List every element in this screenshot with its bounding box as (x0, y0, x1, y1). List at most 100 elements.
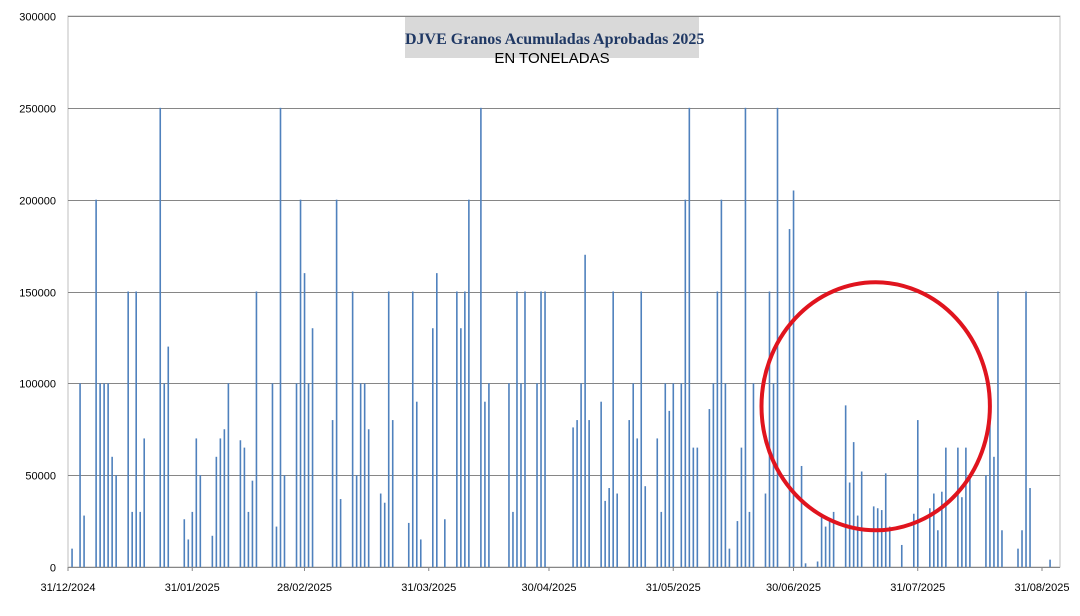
chart-subtitle: EN TONELADAS (494, 50, 610, 67)
y-tick-label: 150000 (19, 288, 56, 300)
bar (415, 401, 418, 567)
y-tick-label: 200000 (19, 196, 56, 208)
bar (584, 254, 586, 567)
bar (536, 383, 538, 567)
bar (744, 107, 747, 567)
bar (985, 475, 987, 567)
bar (508, 383, 510, 567)
bar (997, 291, 999, 567)
bar (432, 328, 434, 567)
bar (211, 535, 214, 567)
bar (604, 500, 606, 567)
bar (183, 519, 186, 567)
bar (411, 291, 414, 567)
bar (464, 291, 466, 567)
bar (167, 346, 170, 567)
bar (355, 475, 358, 567)
bar (407, 522, 410, 567)
bar (275, 526, 278, 567)
bar (644, 486, 647, 567)
bar (684, 199, 687, 568)
bar (912, 513, 915, 567)
bar (888, 526, 891, 567)
bar (544, 291, 546, 567)
bar (223, 429, 226, 567)
bar (748, 511, 751, 567)
bar (195, 438, 198, 567)
bar (83, 515, 85, 567)
bar (860, 471, 863, 567)
bar (512, 511, 514, 567)
bar (957, 447, 959, 567)
bar (367, 429, 370, 567)
bar (929, 508, 931, 567)
x-tick-label: 31/01/2025 (165, 582, 220, 594)
bar (776, 107, 779, 567)
bar (71, 548, 73, 567)
bar (524, 291, 526, 567)
bar (1001, 530, 1003, 567)
bar (363, 383, 366, 567)
bar (961, 497, 963, 567)
bar (824, 526, 827, 567)
bar (303, 273, 306, 567)
bar (460, 328, 462, 567)
bar (379, 493, 382, 567)
bar (488, 383, 490, 567)
bar (468, 199, 470, 568)
bar (740, 447, 743, 567)
bar (937, 530, 939, 567)
bar (832, 511, 835, 567)
bar (969, 475, 971, 567)
bar (480, 107, 482, 567)
bar (788, 229, 791, 568)
bar (311, 328, 314, 567)
bar (339, 499, 342, 567)
bar (99, 383, 101, 567)
bar (227, 383, 230, 567)
bar (800, 465, 803, 567)
bar (251, 480, 254, 567)
bar (993, 456, 995, 567)
bar (688, 107, 691, 567)
bar (989, 401, 991, 567)
bar (143, 438, 146, 567)
bar (359, 383, 362, 567)
bar (1021, 530, 1023, 567)
bar (391, 420, 394, 567)
bar (804, 563, 807, 567)
bar (941, 491, 943, 567)
bar (632, 383, 635, 567)
bar (616, 493, 618, 567)
y-tick-label: 300000 (19, 12, 56, 24)
bar (331, 420, 334, 567)
bar (816, 561, 819, 567)
bar (243, 447, 246, 567)
x-tick-label: 31/03/2025 (401, 582, 456, 594)
bar (219, 438, 222, 567)
bar (283, 475, 286, 567)
x-tick-label: 30/04/2025 (521, 582, 576, 594)
bar (456, 291, 458, 567)
bar (520, 383, 522, 567)
bar (572, 427, 574, 567)
bar (295, 383, 298, 567)
bar (484, 401, 486, 567)
bar (872, 506, 875, 567)
bar (848, 482, 851, 567)
bar (187, 539, 190, 567)
bar (299, 199, 302, 568)
bar (111, 456, 113, 567)
bar (255, 291, 258, 567)
bar (191, 511, 194, 567)
bar (752, 383, 755, 567)
bar (728, 548, 731, 567)
y-tick-label: 250000 (19, 104, 56, 116)
bar (916, 420, 919, 567)
bar (716, 291, 719, 567)
bar (540, 291, 542, 567)
bar (271, 383, 274, 567)
bar (856, 515, 859, 567)
bar (387, 291, 390, 567)
